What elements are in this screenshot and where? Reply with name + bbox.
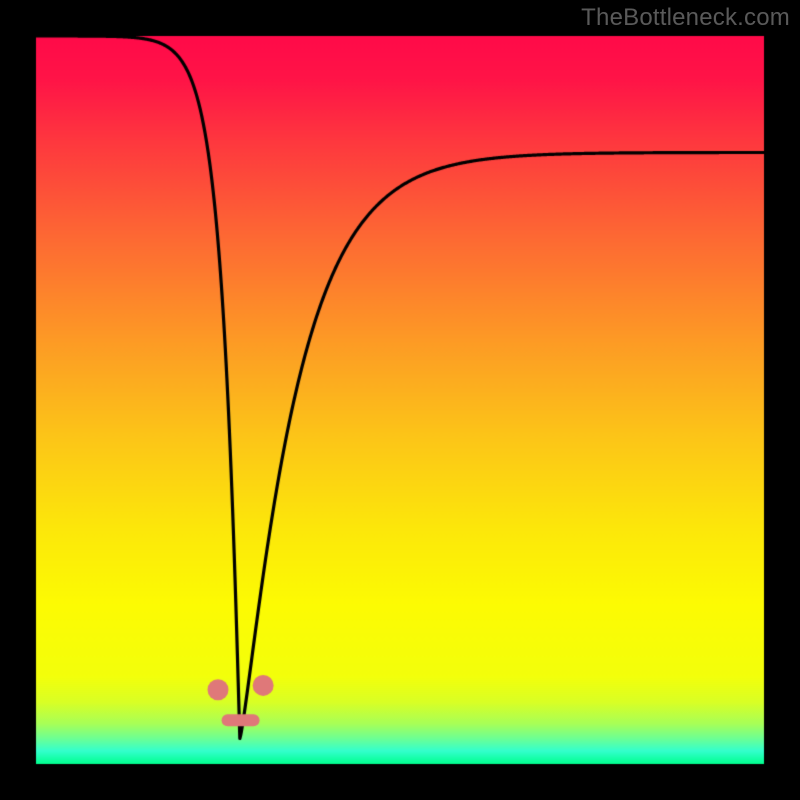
chart-stage: TheBottleneck.com bbox=[0, 0, 800, 800]
watermark-text: TheBottleneck.com bbox=[581, 4, 790, 32]
bottleneck-chart-canvas bbox=[0, 0, 800, 800]
